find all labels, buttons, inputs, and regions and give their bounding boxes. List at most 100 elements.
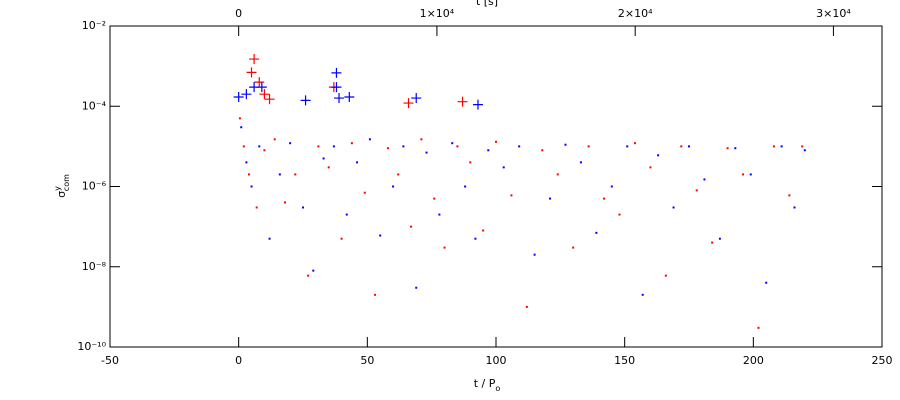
plus-marker bbox=[233, 92, 244, 103]
point bbox=[283, 201, 286, 204]
point bbox=[255, 206, 258, 209]
point bbox=[579, 161, 582, 164]
point bbox=[610, 185, 613, 188]
point bbox=[302, 206, 304, 209]
point bbox=[368, 138, 371, 141]
point bbox=[345, 213, 348, 216]
point bbox=[518, 145, 521, 148]
y-tick-label: 10⁻⁶ bbox=[82, 180, 107, 193]
point bbox=[374, 293, 377, 296]
x2-tick-label: 2×10⁴ bbox=[618, 7, 653, 20]
point bbox=[525, 305, 528, 308]
point bbox=[263, 149, 266, 152]
point bbox=[801, 145, 804, 148]
point bbox=[556, 173, 559, 176]
point bbox=[312, 269, 315, 272]
point bbox=[803, 149, 806, 152]
point bbox=[474, 237, 477, 240]
point bbox=[245, 161, 248, 164]
point bbox=[294, 173, 297, 176]
point bbox=[379, 234, 382, 237]
point bbox=[420, 138, 423, 141]
x-tick-label: 150 bbox=[614, 354, 635, 367]
x-tick-label: 100 bbox=[486, 354, 507, 367]
point bbox=[487, 149, 490, 152]
plus-marker bbox=[264, 94, 275, 105]
point bbox=[595, 231, 598, 234]
point bbox=[749, 173, 752, 176]
x2-tick-label: 0 bbox=[235, 7, 242, 20]
point bbox=[392, 185, 395, 188]
point bbox=[307, 274, 310, 277]
point bbox=[386, 147, 389, 150]
point bbox=[572, 246, 575, 249]
point bbox=[289, 142, 292, 145]
point bbox=[502, 166, 505, 169]
point bbox=[641, 293, 644, 296]
x-tick-label: -50 bbox=[101, 354, 119, 367]
point bbox=[268, 237, 271, 240]
point bbox=[278, 173, 281, 176]
plus-marker bbox=[472, 99, 483, 110]
plus-marker bbox=[403, 98, 414, 109]
point bbox=[765, 281, 768, 284]
plus-marker bbox=[300, 95, 311, 106]
point bbox=[456, 145, 459, 148]
y-tick-label: 10⁻⁴ bbox=[82, 99, 107, 112]
point bbox=[626, 145, 629, 148]
plus-marker bbox=[249, 54, 260, 65]
point bbox=[451, 142, 454, 145]
point bbox=[757, 326, 760, 329]
point bbox=[238, 117, 241, 120]
plus-marker bbox=[411, 93, 422, 104]
plus-marker bbox=[259, 89, 270, 100]
point bbox=[332, 145, 335, 148]
plus-marker bbox=[334, 93, 345, 104]
x2-axis-label: t [s] bbox=[476, 0, 498, 8]
point bbox=[711, 241, 714, 244]
point bbox=[726, 147, 729, 150]
plus-marker bbox=[241, 89, 252, 100]
point bbox=[482, 229, 485, 232]
point bbox=[317, 145, 320, 148]
point bbox=[363, 191, 366, 194]
y-tick-label: 10⁻⁸ bbox=[82, 260, 107, 273]
point bbox=[464, 185, 467, 188]
plus-marker bbox=[256, 82, 267, 93]
point bbox=[240, 126, 243, 129]
x2-tick-label: 1×10⁴ bbox=[420, 7, 455, 20]
point bbox=[402, 145, 405, 148]
point bbox=[242, 145, 245, 148]
point bbox=[703, 178, 706, 181]
plus-marker bbox=[331, 82, 342, 93]
point bbox=[410, 225, 413, 228]
plot-frame bbox=[109, 25, 883, 348]
point bbox=[618, 213, 621, 216]
plus-marker bbox=[246, 67, 257, 78]
point bbox=[780, 145, 783, 148]
point bbox=[688, 145, 690, 148]
point bbox=[772, 145, 775, 148]
point bbox=[350, 142, 353, 145]
point bbox=[356, 161, 359, 164]
x2-tick-label: 3×10⁴ bbox=[816, 7, 851, 20]
point bbox=[649, 166, 652, 169]
point bbox=[433, 197, 436, 200]
point bbox=[510, 194, 513, 197]
point bbox=[469, 161, 472, 164]
y-tick-label: 10⁻² bbox=[82, 19, 106, 32]
point bbox=[495, 140, 497, 143]
x-tick-label: 50 bbox=[360, 354, 374, 367]
y-tick-label: 10⁻¹⁰ bbox=[77, 340, 106, 353]
plus-marker bbox=[457, 96, 468, 107]
point bbox=[564, 143, 567, 146]
point bbox=[734, 147, 737, 150]
point bbox=[322, 157, 325, 160]
point bbox=[793, 206, 796, 209]
y-axis-label: σycom bbox=[53, 174, 71, 198]
point bbox=[541, 149, 544, 152]
point bbox=[397, 173, 400, 176]
point bbox=[549, 197, 552, 200]
